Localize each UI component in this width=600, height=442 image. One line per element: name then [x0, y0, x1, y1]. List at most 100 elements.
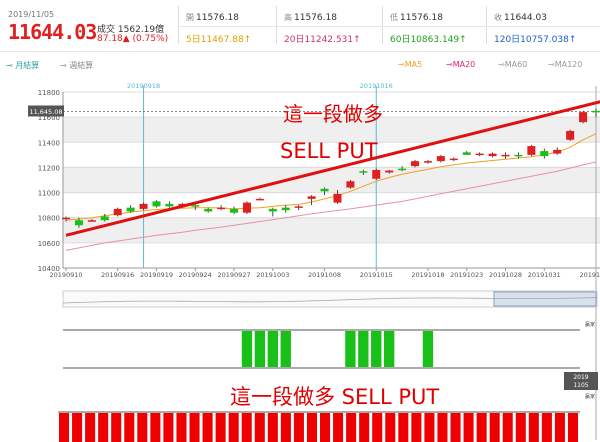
- indicator-bar: [254, 331, 266, 367]
- annotation-top-line2: SELL PUT: [280, 139, 378, 163]
- ma5-line: [65, 133, 597, 221]
- indicator-bar: [241, 331, 253, 367]
- candle-body: [333, 193, 342, 203]
- candle-body: [462, 152, 471, 155]
- toggle-off-icon: ⊸: [498, 60, 505, 69]
- bottom-red-bar: [333, 413, 344, 442]
- toggle-ma120[interactable]: ⊸MA120: [548, 60, 582, 69]
- ma20-value: 20日11242.531↑: [284, 35, 361, 45]
- candle-body: [591, 110, 600, 113]
- grid-band: [63, 117, 600, 143]
- y-tick-label: 10400: [38, 265, 60, 273]
- volume: 成交 1562.19億: [97, 22, 164, 35]
- candle-body: [74, 220, 83, 226]
- candle-body: [87, 220, 96, 222]
- candle-body: [255, 198, 264, 201]
- side-small-label: 贏家: [585, 393, 595, 400]
- candle-body: [475, 153, 484, 156]
- navigator-window: [493, 291, 597, 307]
- candle-body: [359, 171, 368, 173]
- side-small-label: 贏家: [585, 321, 595, 328]
- bottom-red-bar: [463, 413, 474, 442]
- candle-body: [411, 161, 420, 167]
- x-tick-label: 20190924: [179, 271, 212, 279]
- candle-body: [553, 149, 562, 154]
- bottom-red-bar: [424, 413, 435, 442]
- close-cell: 收 11644.03: [494, 12, 547, 23]
- x-tick-label: 20190910: [49, 271, 82, 279]
- tab-monthly-label: 月結算: [15, 61, 40, 70]
- y-tick-label: 11400: [38, 139, 60, 147]
- candle-body: [152, 201, 161, 207]
- bottom-red-bar: [293, 413, 304, 442]
- candle-body: [501, 154, 510, 157]
- indicator-bar: [267, 331, 278, 367]
- crosshair-date-label: 20190918: [127, 82, 160, 90]
- candle-body: [385, 170, 394, 173]
- divider: [178, 6, 179, 44]
- candle-body: [566, 130, 575, 140]
- date-box: [564, 372, 598, 390]
- current-price-label: 11,645.08: [29, 108, 62, 116]
- tab-weekly[interactable]: ⊸ 週結算: [60, 60, 93, 71]
- toggle-ma60[interactable]: ⊸MA60: [498, 60, 527, 69]
- bottom-red-bar: [254, 413, 265, 442]
- y-tick-label: 11000: [38, 190, 60, 198]
- toggle-off-icon: ⊸: [60, 61, 67, 70]
- candle-body: [423, 161, 432, 163]
- y-tick-label: 11600: [38, 114, 60, 122]
- indicator-bar: [280, 331, 291, 367]
- close-value: 11644.03: [504, 13, 547, 23]
- bottom-red-bar: [437, 413, 448, 442]
- bottom-red-bar: [567, 413, 578, 442]
- bottom-red-bar: [359, 413, 370, 442]
- candle-body: [242, 202, 251, 213]
- navigator-line: [62, 297, 598, 304]
- low-cell: 低 11576.18: [390, 12, 443, 23]
- bottom-red-bar: [150, 413, 161, 442]
- bottom-red-bar: [59, 413, 70, 442]
- bottom-red-bar: [306, 413, 317, 442]
- ma20-line: [65, 161, 597, 251]
- bottom-red-bar: [202, 413, 213, 442]
- crosshair-date-label: 20191016: [360, 82, 393, 90]
- toggle-off-icon: ⊸: [548, 60, 555, 69]
- bottom-red-bar: [541, 413, 552, 442]
- x-tick-label: 20191003: [256, 271, 289, 279]
- x-tick-label: 20190919: [140, 271, 173, 279]
- candle-body: [178, 203, 187, 206]
- annotation-bottom: 這一段做多 SELL PUT: [230, 385, 440, 409]
- candle-body: [346, 181, 355, 188]
- ma120-value: 120日10757.038↑: [494, 35, 577, 45]
- toggle-ma20[interactable]: ⊸MA20: [446, 60, 475, 69]
- bottom-red-bar: [176, 413, 187, 442]
- x-tick-label: 20191015: [360, 271, 393, 279]
- bottom-red-bar: [528, 413, 539, 442]
- toggle-ma5[interactable]: ⊸MA5: [398, 60, 422, 69]
- ma60-value: 60日10863.149↑: [390, 35, 467, 45]
- low-label: 低: [390, 13, 398, 22]
- bottom-red-bar: [346, 413, 357, 442]
- candle-body: [204, 208, 213, 212]
- indicator-bar: [371, 331, 382, 367]
- navigator: [62, 290, 598, 308]
- ma20-label: MA20: [452, 60, 476, 69]
- indicator-bar: [345, 331, 356, 367]
- ma5-value: 5日11467.88↑: [186, 35, 252, 45]
- bottom-red-bar: [189, 413, 200, 442]
- candle-body: [527, 146, 536, 155]
- bottom-red-bar: [489, 413, 500, 442]
- candle-body: [139, 203, 148, 209]
- volume-label: 成交: [97, 25, 116, 35]
- bottom-red-bar: [320, 413, 331, 442]
- candle-body: [372, 169, 381, 179]
- candle-body: [165, 203, 174, 207]
- bottom-red-bar: [137, 413, 148, 442]
- current-price-box: [28, 105, 64, 117]
- candle-body: [320, 188, 329, 192]
- quote-date: 2019/11/05: [8, 10, 55, 19]
- tab-monthly[interactable]: ⊸ 月結算: [6, 60, 39, 71]
- candle-body: [436, 156, 445, 162]
- open-cell: 開 11576.18: [186, 12, 239, 23]
